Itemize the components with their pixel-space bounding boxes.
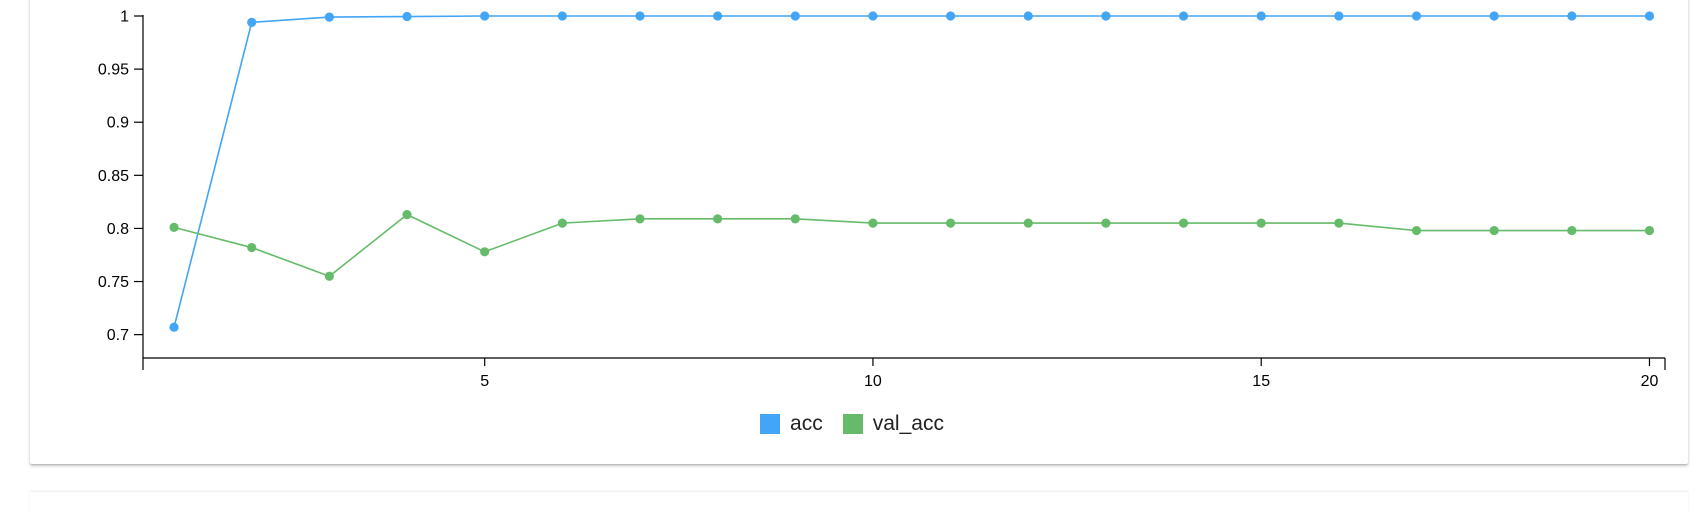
data-point-val-acc [635,214,645,224]
y-tick-label: 0.7 [107,327,129,344]
data-point-val-acc [1023,218,1033,228]
data-point-acc [1256,11,1266,21]
data-point-acc [402,11,412,22]
data-point-val-acc [713,214,723,224]
x-tick-label: 5 [480,373,489,390]
data-point-acc [1334,11,1344,21]
legend-item-acc[interactable]: acc [760,412,823,436]
data-point-val-acc [402,210,412,220]
data-point-val-acc [1644,225,1655,236]
data-point-acc [324,12,334,22]
y-tick-label: 0.9 [107,115,129,132]
data-point-acc [480,11,490,21]
data-point-val-acc [169,222,179,232]
data-point-acc [790,11,800,21]
data-point-acc [1644,11,1655,21]
series-line-acc [173,15,1650,328]
x-tick-label: 20 [1641,373,1659,390]
data-point-val-acc [1256,218,1266,228]
data-point-acc [1567,11,1577,21]
data-point-val-acc [1411,225,1422,236]
data-point-val-acc [1567,225,1577,236]
data-point-val-acc [480,247,490,257]
legend-item-val-acc[interactable]: val_acc [842,412,944,436]
data-point-val-acc [247,242,257,253]
legend-swatch-acc [760,414,781,434]
x-tick-label: 10 [864,373,882,390]
legend-swatch-val-acc [842,414,863,434]
series-line-val-acc [173,213,1650,278]
data-point-val-acc [557,218,567,228]
data-point-val-acc [868,218,878,228]
series-layer [169,11,1655,332]
chart-card [30,0,1688,464]
data-point-acc [713,11,723,21]
data-point-acc [635,11,645,21]
data-point-acc [1178,11,1189,21]
data-point-acc [1489,11,1499,21]
data-point-val-acc [790,214,800,224]
y-tick-label: 0.85 [98,168,129,185]
data-point-acc [169,322,179,332]
data-point-val-acc [1101,218,1111,228]
data-point-acc [868,11,878,21]
data-point-val-acc [1178,218,1189,228]
data-point-val-acc [1334,218,1344,228]
y-tick-label: 0.95 [98,62,129,79]
data-point-acc [247,17,257,27]
legend: acc val_acc [0,412,1704,436]
data-point-acc [1023,11,1033,21]
data-point-val-acc [945,218,956,228]
data-point-acc [945,11,956,21]
data-point-acc [557,11,567,21]
y-tick-label: 0.75 [98,274,129,291]
next-card-edge [30,492,1688,512]
legend-label-acc: acc [790,412,823,435]
data-point-val-acc [1489,225,1499,236]
y-tick-label: 0.8 [107,221,129,238]
legend-label-val-acc: val_acc [872,412,944,435]
data-point-acc [1411,11,1422,21]
data-point-val-acc [324,271,334,281]
data-point-acc [1101,11,1111,21]
y-tick-label: 1 [120,9,129,26]
x-tick-label: 15 [1252,373,1270,390]
